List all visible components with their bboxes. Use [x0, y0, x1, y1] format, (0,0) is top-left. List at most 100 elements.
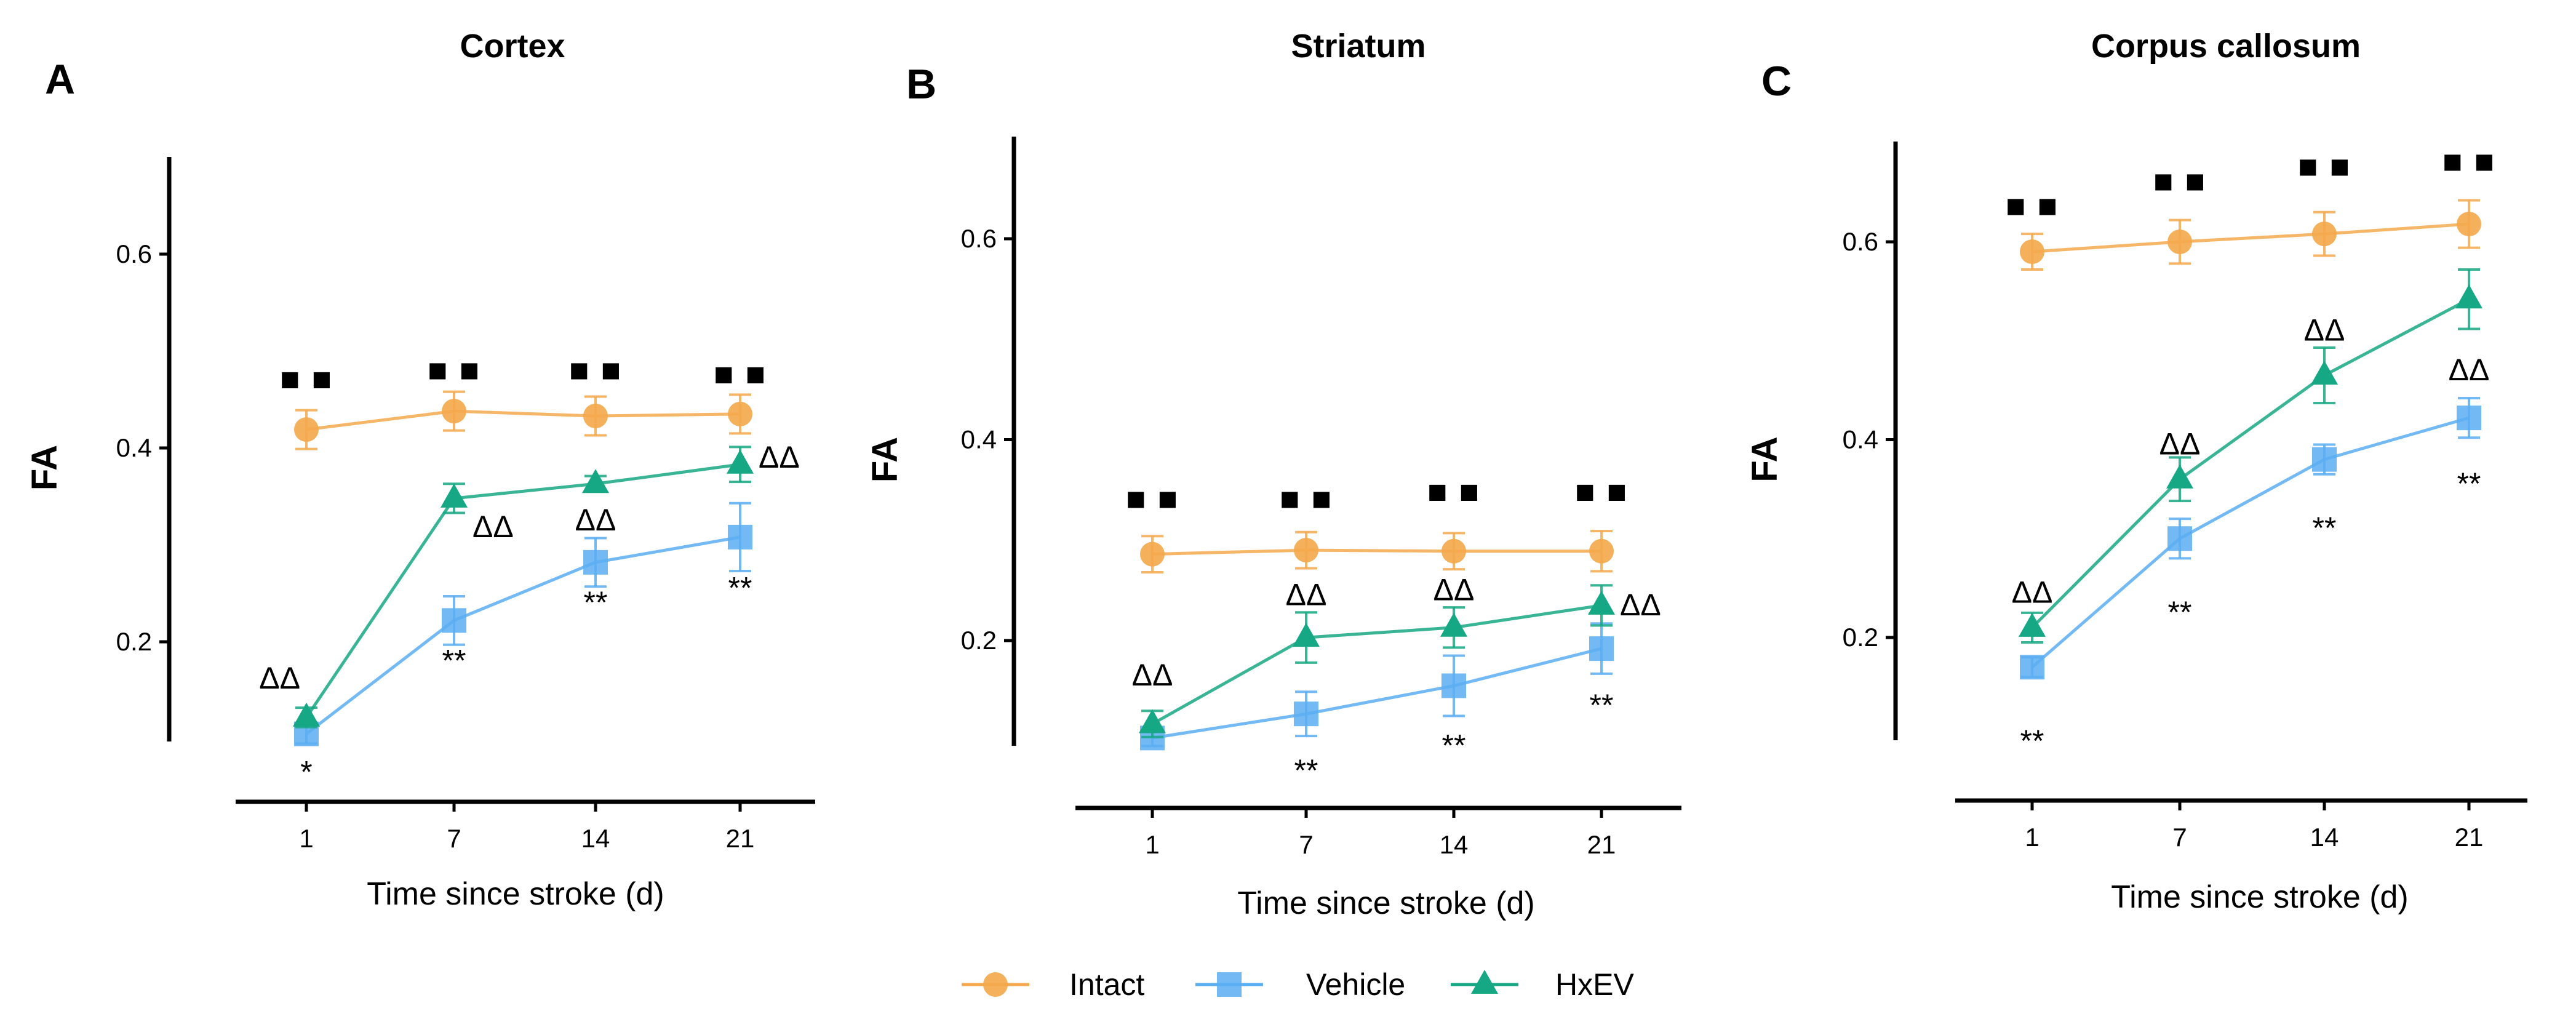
x-axis-label: Time since stroke (d)	[2111, 879, 2409, 915]
data-point-vehicle	[2167, 526, 2192, 551]
significance-label: ΔΔ	[759, 440, 800, 474]
data-point-vehicle	[583, 549, 608, 575]
x-tick-label: 1	[1145, 830, 1159, 859]
significance-label: ΔΔ	[1286, 578, 1327, 612]
significance-label: ΔΔ	[2449, 353, 2490, 387]
significance-label: **	[584, 585, 608, 620]
data-point-hxev	[2166, 464, 2193, 489]
significance-label: ■ ■	[280, 361, 333, 398]
significance-label: ■ ■	[714, 356, 767, 393]
data-point-vehicle	[1294, 701, 1318, 727]
series-line	[2031, 416, 2470, 669]
y-tick-label: 0.6	[1843, 227, 1878, 256]
panel-c: C Corpus callosum 0.2 0.4 0.6 1 7 14 21 FA Time si…	[1745, 28, 2527, 915]
panel-letter: A	[45, 56, 75, 103]
data-point-intact	[294, 417, 319, 442]
series-vehicle	[1140, 622, 1614, 751]
significance-label: ΔΔ	[473, 510, 514, 544]
data-point-vehicle	[442, 608, 466, 633]
panel-title: Striatum	[1291, 28, 1426, 65]
series-line	[306, 409, 741, 431]
series-line	[1151, 604, 1602, 725]
series-line	[1152, 647, 1602, 740]
significance-label: **	[2457, 466, 2481, 501]
significance-label: **	[1442, 728, 1466, 762]
panel-a: A Cortex 0.2 0.4 0.6 1 7 14 21 FA Time since strok…	[25, 28, 815, 912]
data-point-intact	[1442, 538, 1466, 564]
series-hxev	[2019, 268, 2482, 644]
legend: Intact Vehicle HxEV	[962, 967, 1634, 1002]
data-point-vehicle	[2457, 406, 2481, 431]
data-point-hxev	[441, 483, 468, 508]
x-tick-label: 7	[1299, 830, 1313, 859]
significance-label: ΔΔ	[1132, 658, 1173, 692]
y-tick-label: 0.4	[116, 433, 152, 462]
data-point-hxev	[2311, 361, 2338, 385]
significance-label: **	[1294, 753, 1318, 788]
square-marker-icon	[1217, 972, 1242, 997]
significance-label: ΔΔ	[2159, 427, 2201, 462]
data-point-hxev	[1440, 612, 1467, 637]
y-tick-label: 0.2	[116, 627, 152, 656]
x-axis-label: Time since stroke (d)	[1237, 885, 1535, 921]
data-point-hxev	[1139, 709, 1166, 733]
y-axis-label: FA	[1745, 436, 1785, 482]
panel-title: Cortex	[460, 28, 565, 65]
significance-label: **	[728, 570, 752, 605]
legend-label: Vehicle	[1306, 967, 1405, 1002]
series-intact	[1140, 530, 1614, 573]
x-tick-label: 21	[2455, 823, 2484, 852]
x-tick-label: 21	[1587, 830, 1616, 859]
significance-label: ■ ■	[2298, 148, 2351, 185]
data-point-hxev	[1588, 590, 1615, 615]
x-tick-label: 1	[2025, 823, 2039, 852]
data-point-hxev	[2019, 612, 2046, 637]
series-line	[305, 535, 741, 735]
series-line	[305, 463, 741, 719]
y-tick-label: 0.6	[961, 224, 997, 253]
series-line	[1152, 548, 1601, 556]
significance-label: ΔΔ	[1434, 572, 1475, 607]
data-point-intact	[728, 401, 752, 426]
significance-label: ΔΔ	[2304, 313, 2345, 348]
legend-item-intact: Intact	[962, 967, 1144, 1002]
data-point-intact	[2312, 222, 2337, 247]
significance-label: ■ ■	[2442, 143, 2495, 180]
legend-item-vehicle: Vehicle	[1195, 967, 1405, 1002]
panel-b: B Striatum 0.2 0.4 0.6 1 7 14 21 FA Time since str…	[865, 28, 1681, 921]
significance-label: **	[2168, 595, 2192, 629]
circle-marker-icon	[983, 972, 1008, 997]
series-hxev	[293, 446, 754, 729]
legend-label: HxEV	[1555, 967, 1634, 1002]
significance-label: ΔΔ	[259, 661, 300, 695]
x-tick-label: 1	[299, 824, 313, 853]
x-axis-label: Time since stroke (d)	[367, 876, 664, 912]
significance-label: ■ ■	[1575, 473, 1628, 510]
series-vehicle	[294, 502, 752, 746]
series-line	[2032, 222, 2470, 254]
panel-letter: C	[1761, 58, 1792, 105]
legend-label: Intact	[1069, 967, 1144, 1002]
x-tick-label: 14	[2310, 823, 2339, 852]
significance-label: ΔΔ	[1620, 588, 1661, 622]
data-point-intact	[2167, 230, 2192, 254]
data-point-hxev	[2455, 284, 2482, 309]
significance-label: ■ ■	[2153, 163, 2206, 200]
x-tick-label: 7	[447, 824, 461, 853]
y-tick-label: 0.2	[1843, 623, 1878, 652]
significance-label: **	[442, 644, 466, 678]
panel-letter: B	[906, 61, 936, 108]
panel-title: Corpus callosum	[2091, 28, 2361, 65]
significance-label: ■ ■	[1427, 473, 1480, 510]
data-point-vehicle	[1442, 673, 1466, 698]
significance-label: **	[2313, 511, 2337, 545]
data-point-intact	[442, 399, 466, 424]
data-point-hxev	[582, 469, 609, 494]
data-point-hxev	[727, 449, 754, 474]
y-tick-label: 0.2	[961, 626, 997, 655]
x-tick-label: 21	[726, 824, 755, 853]
significance-label: ■ ■	[1126, 480, 1179, 517]
x-tick-label: 14	[581, 824, 610, 853]
y-tick-label: 0.6	[116, 239, 152, 268]
